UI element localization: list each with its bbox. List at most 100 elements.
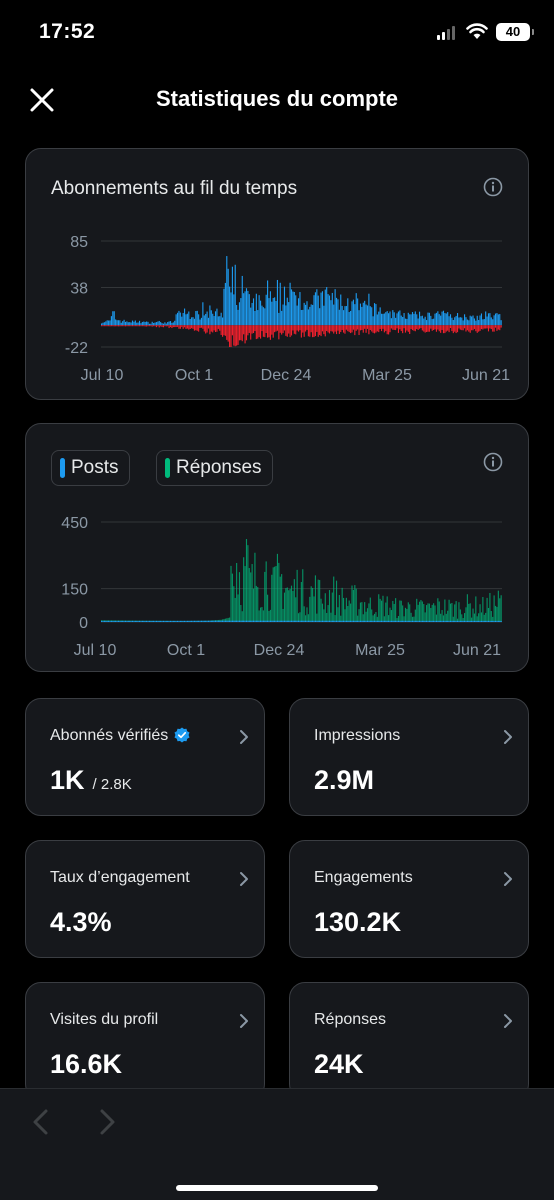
posts-bar [382,620,384,622]
legend-replies[interactable]: Réponses [156,450,273,486]
replies-bar [345,597,347,622]
forward-arrow-icon[interactable] [93,1107,121,1137]
gain-bar [351,301,353,326]
gain-bar [176,312,179,326]
gain-bar [238,302,241,326]
stat-sub-value: / 2.8K [92,776,132,793]
replies-bar [469,603,471,622]
loss-bar [348,325,350,333]
loss-bar [238,325,241,341]
gain-bar [424,316,426,326]
posts-bar [455,620,457,622]
loss-bar [192,325,194,329]
loss-bar [115,325,117,327]
gain-bar [400,315,402,326]
loss-bar [172,325,174,328]
gain-bar [138,320,141,326]
loss-bar [165,325,167,327]
stat-card-engagements[interactable]: Engagements 130.2K [289,840,529,958]
loss-bar [418,325,421,329]
replies-bar [248,568,250,622]
replies-bar [454,604,456,622]
close-icon[interactable] [26,84,58,116]
gain-bar [489,313,491,326]
gain-bar [297,298,300,326]
gain-bar [278,312,280,326]
gain-bar [123,319,125,326]
info-icon[interactable] [483,177,503,197]
posts-bar [282,620,284,622]
replies-bar [487,607,490,622]
loss-bar [274,325,276,333]
loss-bar [487,325,490,332]
posts-bar [151,620,153,622]
stat-card-replies[interactable]: Réponses 24K [289,982,529,1100]
posts-bar [195,620,197,622]
gain-bar [261,305,263,326]
activity-chart-card: Posts Réponses 450 150 0 Jul 10 Oct 1 Dec 24 M… [25,423,529,672]
replies-bar [319,580,321,622]
posts-bar [146,620,148,622]
posts-bar [427,620,429,622]
replies-bar [307,614,309,622]
stat-card-engagement-rate[interactable]: Taux d’engagement 4.3% [25,840,265,958]
gain-bar [129,322,131,326]
replies-bar [321,603,324,622]
loss-bar [216,325,218,332]
loss-bar [191,325,193,329]
gain-bar [494,313,497,326]
gain-bar [210,310,212,326]
loss-bar [109,325,111,327]
loss-bar [231,325,233,336]
loss-bar [369,325,371,331]
info-icon[interactable] [483,452,503,472]
posts-bar [499,620,501,622]
posts-bar [168,620,170,622]
gain-bar [200,317,203,326]
gain-bar [289,282,291,326]
stat-card-profile-visits[interactable]: Visites du profil 16.6K [25,982,265,1100]
replies-bar [480,612,483,622]
posts-bar [233,620,235,622]
gain-bar [452,320,454,326]
posts-bar [327,620,329,622]
loss-bar [289,325,291,338]
loss-bar [350,325,352,334]
posts-bar [357,620,359,622]
gain-bar [458,317,460,326]
bottom-toolbar [0,1088,554,1200]
replies-bar [407,602,409,622]
replies-bar [404,607,407,622]
stat-card-impressions[interactable]: Impressions 2.9M [289,698,529,816]
posts-bar [438,620,440,622]
replies-bar [426,605,428,622]
replies-bar [456,618,459,622]
gain-bar [500,320,502,326]
posts-bar [309,620,311,622]
posts-bar [344,620,346,622]
gain-bar [310,304,312,326]
posts-bar [133,620,135,622]
back-arrow-icon[interactable] [27,1107,55,1137]
gain-bar [165,323,167,326]
replies-bar [258,610,260,622]
loss-bar [136,325,138,327]
stat-card-verified-followers[interactable]: Abonnés vérifiés 1K / 2.8K [25,698,265,816]
posts-bar [414,620,416,622]
chevron-right-icon [504,872,512,886]
posts-bar [397,620,400,622]
gain-bar [420,316,422,326]
gain-bar [459,317,461,326]
posts-bar [292,620,294,622]
gain-bar [214,311,217,326]
posts-bar [275,620,277,622]
legend-posts[interactable]: Posts [51,450,130,486]
posts-bar [319,620,321,622]
stat-value: 130.2K [314,907,402,937]
replies-bar [413,616,415,622]
loss-bar [290,325,293,336]
loss-bar [105,325,107,327]
loss-bar [212,325,214,333]
gain-bar [334,289,336,326]
posts-bar [472,620,474,622]
